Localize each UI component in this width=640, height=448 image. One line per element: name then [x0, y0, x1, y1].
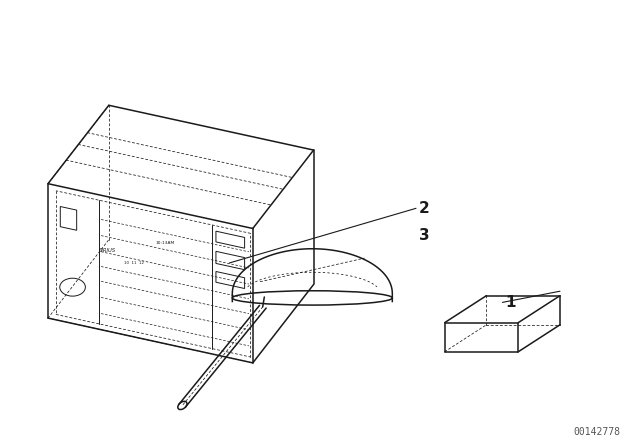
- Text: 00142778: 00142778: [574, 427, 621, 437]
- Ellipse shape: [178, 401, 187, 409]
- Text: 2: 2: [419, 201, 430, 216]
- Text: SIRIUS: SIRIUS: [99, 248, 116, 253]
- Text: 10:13AM: 10:13AM: [155, 241, 174, 245]
- Text: 10  11  12: 10 11 12: [124, 261, 144, 265]
- Text: 1: 1: [506, 295, 516, 310]
- Text: 3: 3: [419, 228, 430, 243]
